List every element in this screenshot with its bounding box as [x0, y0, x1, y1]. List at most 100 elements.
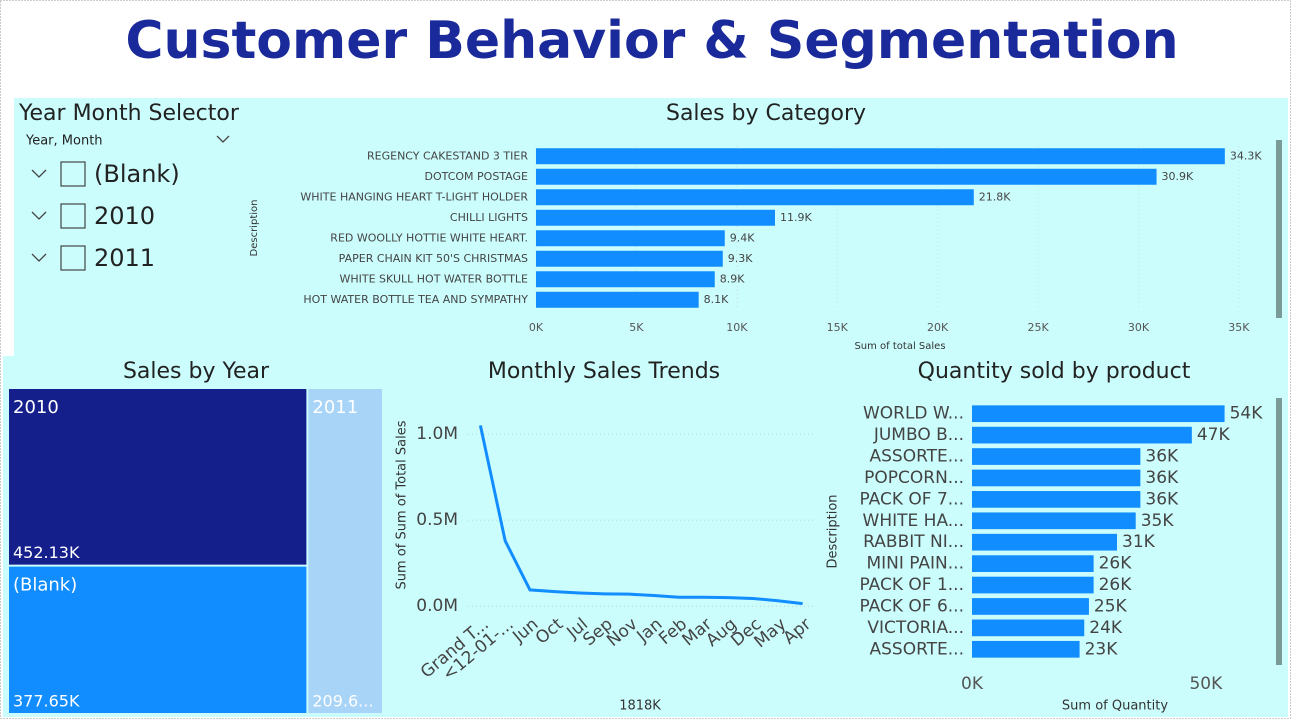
bar [972, 469, 1141, 487]
slicer-item: 2011 [94, 244, 155, 272]
value-label: 9.4K [730, 231, 755, 244]
category-label: WORLD W... [863, 404, 964, 424]
dropdown-icon[interactable] [216, 135, 230, 143]
y-tick-label: 1.0M [416, 424, 458, 444]
value-label: 26K [1099, 575, 1133, 595]
x-axis-label: 1818K [619, 699, 661, 714]
bar [536, 291, 699, 308]
chart-title: Monthly Sales Trends [488, 359, 720, 384]
category-label: RED WOOLLY HOTTIE WHITE HEART. [330, 231, 528, 244]
category-label: PACK OF 7... [859, 489, 964, 509]
value-label: 36K [1145, 447, 1179, 467]
tile-label: 2011 [312, 397, 358, 418]
expand-icon[interactable] [31, 253, 47, 262]
x-tick-label: 0K [961, 674, 984, 694]
tile-label: (Blank) [13, 575, 77, 596]
bar [972, 555, 1094, 572]
category-label: PACK OF 6... [859, 596, 964, 616]
x-axis-label: Sum of total Sales [854, 341, 945, 352]
x-tick-label: 25K [1027, 321, 1049, 334]
y-axis-label: Description [249, 200, 260, 257]
tile-value: 452.13K [13, 543, 80, 562]
value-label: 25K [1094, 596, 1128, 616]
x-tick-label: 50K [1189, 674, 1223, 694]
bar [536, 189, 974, 206]
bar [972, 598, 1089, 615]
value-label: 47K [1197, 425, 1231, 445]
value-label: 26K [1099, 554, 1133, 574]
tile-value: 377.65K [13, 692, 80, 711]
value-label: 36K [1145, 468, 1179, 488]
bar [972, 426, 1192, 444]
slicer-item: 2010 [94, 202, 155, 230]
bar [536, 230, 725, 247]
category-label: VICTORIA... [867, 618, 964, 638]
bar [972, 640, 1080, 658]
line [478, 425, 803, 606]
category-label: PACK OF 1... [859, 575, 964, 595]
bar [536, 271, 715, 288]
x-tick-label: 0K [529, 321, 544, 334]
category-label: CHILLI LIGHTS [450, 211, 528, 224]
category-label: DOTCOM POSTAGE [425, 170, 529, 183]
category-label: PAPER CHAIN KIT 50'S CHRISTMAS [339, 252, 528, 265]
value-label: 11.9K [780, 211, 812, 224]
bar [972, 576, 1094, 594]
category-label: RABBIT NI... [863, 532, 964, 552]
bar [536, 250, 723, 267]
bar [972, 533, 1117, 551]
bar [536, 148, 1225, 165]
treemap-tile[interactable] [9, 389, 307, 565]
category-label: MINI PAIN... [866, 554, 964, 574]
treemap-tile[interactable] [9, 566, 307, 713]
value-label: 23K [1085, 639, 1119, 659]
x-tick-label: 10K [726, 321, 748, 334]
checkbox[interactable] [60, 245, 86, 271]
value-label: 8.9K [720, 272, 745, 285]
x-tick-label: 30K [1128, 321, 1150, 334]
bar [536, 168, 1157, 185]
scrollbar [1276, 398, 1282, 665]
treemap-tile[interactable] [308, 389, 382, 713]
chart-title: Sales by Year [123, 359, 270, 384]
slicer-field: Year, Month [25, 134, 103, 149]
value-label: 36K [1145, 489, 1179, 509]
value-label: 30.9K [1162, 170, 1194, 183]
value-label: 34.3K [1230, 149, 1262, 162]
top-panel [14, 98, 1288, 356]
slicer-item: (Blank) [94, 160, 180, 188]
bar [536, 209, 775, 226]
value-label: 35K [1141, 511, 1175, 531]
x-tick-label: 35K [1228, 321, 1250, 334]
value-label: 54K [1230, 404, 1264, 424]
category-label: WHITE SKULL HOT WATER BOTTLE [340, 272, 529, 285]
bar [972, 448, 1141, 465]
value-label: 21.8K [979, 190, 1011, 203]
x-axis-label: Sum of Quantity [1062, 699, 1168, 714]
scrollbar [1276, 140, 1282, 318]
checkbox[interactable] [60, 203, 86, 229]
x-tick-label: 5K [629, 321, 644, 334]
chart-title: Quantity sold by product [918, 359, 1191, 384]
category-label: WHITE HANGING HEART T-LIGHT HOLDER [300, 190, 528, 203]
slicer-title: Year Month Selector [18, 101, 240, 126]
value-label: 9.3K [728, 252, 753, 265]
category-label: HOT WATER BOTTLE TEA AND SYMPATHY [303, 293, 528, 306]
page-title: Customer Behavior & Segmentation [125, 11, 1178, 71]
checkbox[interactable] [60, 161, 86, 187]
category-label: POPCORN... [864, 468, 964, 488]
bar [972, 512, 1136, 530]
tile-value: 209.6... [312, 692, 373, 711]
category-label: REGENCY CAKESTAND 3 TIER [367, 149, 528, 162]
value-label: 24K [1089, 618, 1123, 638]
tile-label: 2010 [13, 397, 59, 418]
expand-icon[interactable] [31, 211, 47, 220]
expand-icon[interactable] [31, 169, 47, 178]
category-label: ASSORTE... [869, 447, 964, 467]
value-label: 8.1K [704, 293, 729, 306]
value-label: 31K [1122, 532, 1156, 552]
bar [972, 619, 1085, 637]
x-tick-label: 20K [927, 321, 949, 334]
